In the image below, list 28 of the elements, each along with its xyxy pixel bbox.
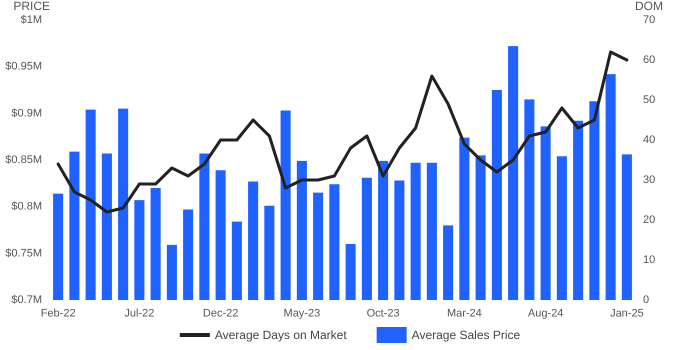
y-tick-label: $0.75M xyxy=(5,247,42,260)
y2-tick-label: 40 xyxy=(643,134,656,146)
x-tick-label: Jan-25 xyxy=(610,308,644,320)
y2-tick-label: 30 xyxy=(643,174,656,186)
y-tick-label: $0.8M xyxy=(11,200,42,213)
y-tick-label: $0.95M xyxy=(5,60,42,73)
y2-tick-label: 0 xyxy=(643,294,650,306)
y-tick-label: $1M xyxy=(20,14,42,26)
y2-tick-label: 70 xyxy=(643,14,656,26)
y2-tick-label: 50 xyxy=(643,94,656,106)
x-tick-label: Feb-22 xyxy=(40,308,76,320)
y2-axis-title: DOM xyxy=(635,0,663,13)
x-tick-label: Mar-24 xyxy=(446,308,482,320)
x-tick-label: Oct-23 xyxy=(366,308,400,320)
y-tick-label: $0.85M xyxy=(5,154,42,166)
x-tick-label: Aug-24 xyxy=(528,308,564,320)
legend-label: Average Days on Market xyxy=(214,328,348,342)
y2-tick-label: 10 xyxy=(643,254,656,266)
x-tick-label: May-23 xyxy=(284,308,320,320)
y-tick-label: $0.9M xyxy=(11,107,42,120)
line-series xyxy=(56,50,628,214)
y2-tick-label: 60 xyxy=(643,54,656,66)
y-tick-label: $0.7M xyxy=(11,294,42,306)
y-axis-title: PRICE xyxy=(13,0,50,13)
x-tick-label: Dec-22 xyxy=(202,308,238,320)
legend-label: Average Sales Price xyxy=(412,328,520,342)
x-tick-label: Jul-22 xyxy=(124,308,154,320)
y2-tick-label: 20 xyxy=(643,214,656,226)
